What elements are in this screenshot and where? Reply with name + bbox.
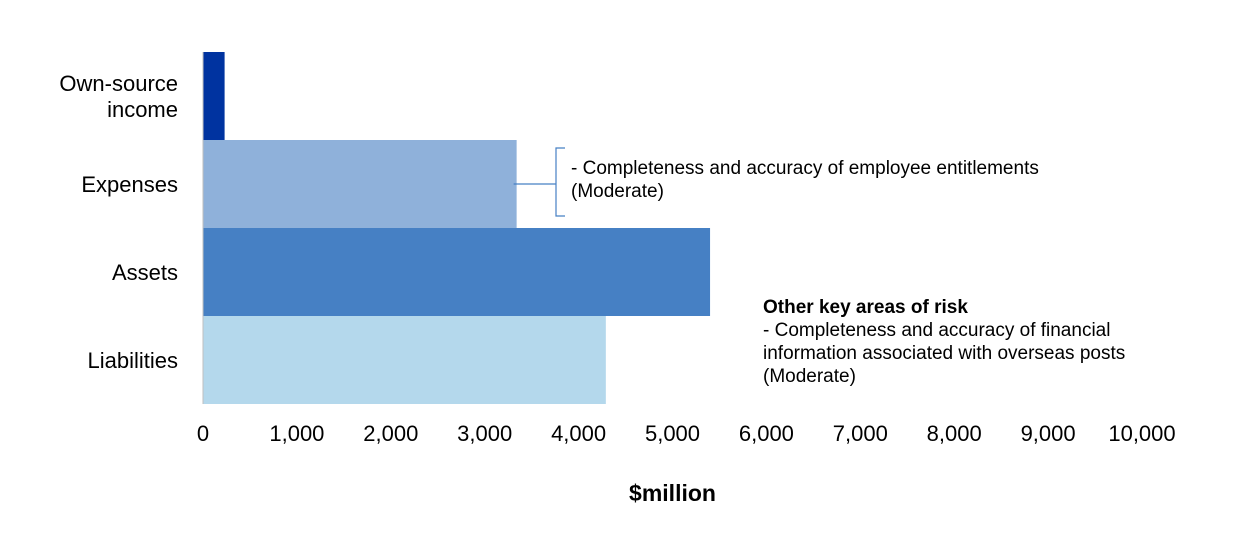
other-risks-note: Other key areas of risk - Completeness a… (763, 296, 1125, 388)
bars-group (203, 52, 711, 404)
x-tick-label: 6,000 (739, 421, 794, 446)
category-label: Assets (112, 260, 178, 285)
bar-assets (203, 228, 711, 316)
x-tick-labels: 0 1,000 2,000 3,000 4,000 5,000 6,000 7,000 8,00… (197, 421, 1176, 446)
expenses-risk-line-1: - Completeness and accuracy of employee … (571, 158, 1039, 179)
x-tick-label: 3,000 (457, 421, 512, 446)
x-tick-label: 8,000 (927, 421, 982, 446)
x-tick-label: 10,000 (1108, 421, 1175, 446)
expenses-bracket (513, 147, 565, 217)
x-tick-label: 2,000 (363, 421, 418, 446)
x-tick-label: 9,000 (1021, 421, 1076, 446)
bar-expenses (203, 140, 517, 228)
expenses-risk-note: - Completeness and accuracy of employee … (571, 157, 1039, 203)
category-label: Own-source income (59, 71, 178, 122)
other-risks-line-2: information associated with overseas pos… (763, 343, 1126, 364)
category-labels: Own-source income Expenses Assets Liabilitie… (59, 71, 178, 373)
x-axis-title: $million (629, 480, 716, 506)
x-tick-label: 1,000 (269, 421, 324, 446)
x-tick-label: 5,000 (645, 421, 700, 446)
category-label: Expenses (81, 172, 178, 197)
bar-liabilities (203, 316, 606, 404)
other-risks-heading: Other key areas of risk (763, 297, 968, 318)
x-tick-label: 7,000 (833, 421, 888, 446)
expenses-risk-line-2: (Moderate) (571, 181, 664, 202)
category-label: Liabilities (88, 348, 179, 373)
x-tick-label: 4,000 (551, 421, 606, 446)
other-risks-line-3: (Moderate) (763, 366, 856, 387)
bar-own-source-income (203, 52, 225, 140)
x-tick-label: 0 (197, 421, 209, 446)
other-risks-line-1: - Completeness and accuracy of financial (763, 320, 1111, 341)
